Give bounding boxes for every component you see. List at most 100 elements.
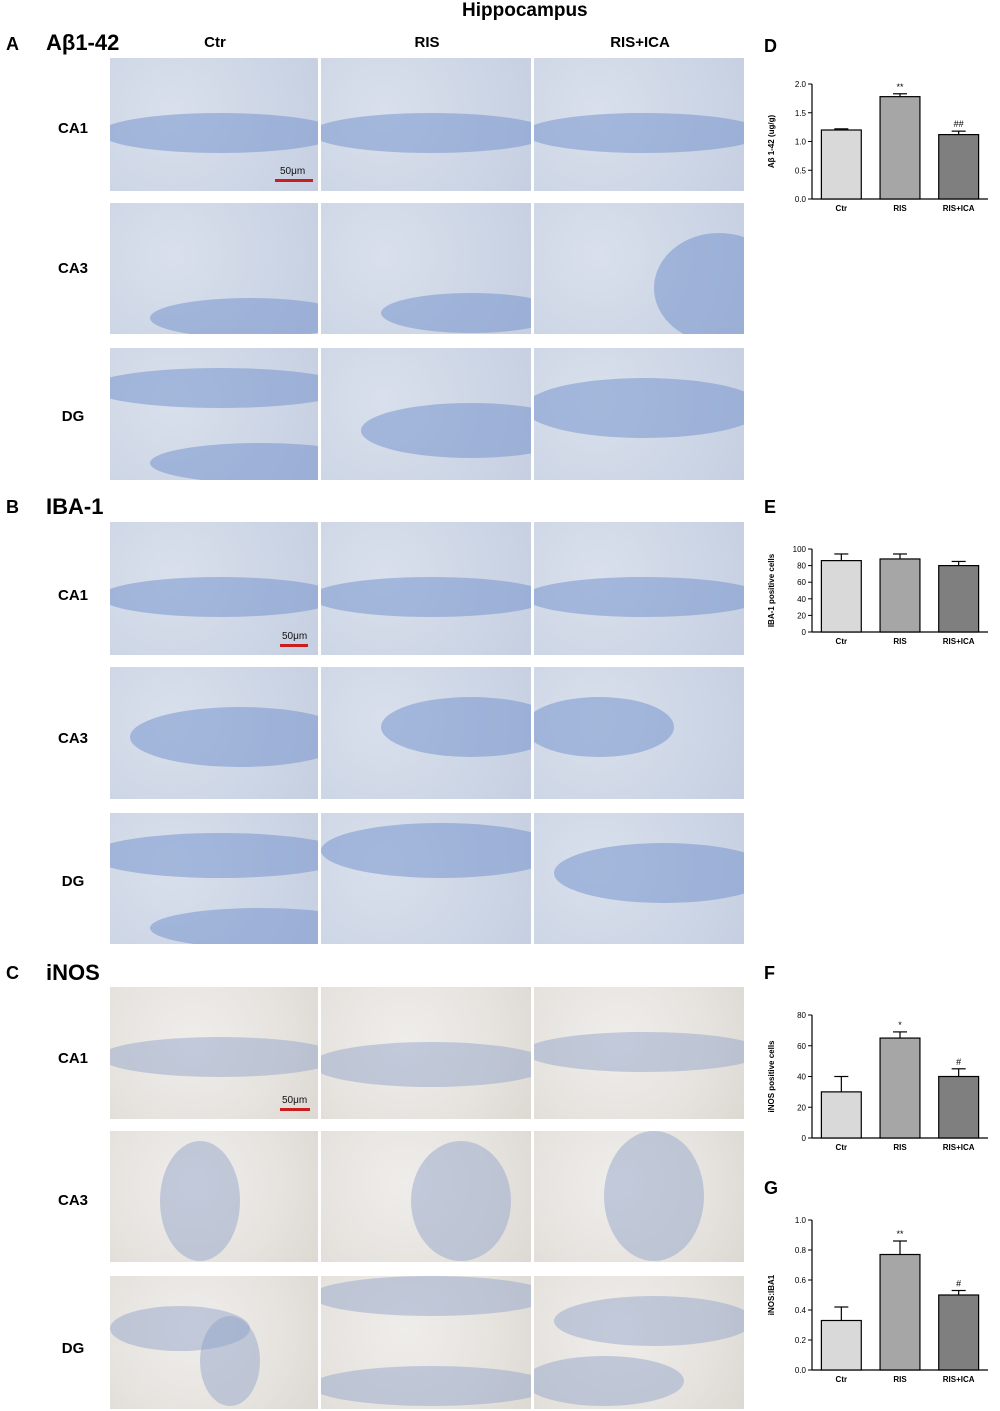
figure-title: Hippocampus xyxy=(462,0,588,21)
row-label-b-ca1: CA1 xyxy=(57,587,88,604)
y-tick-label: 0.0 xyxy=(795,1366,807,1375)
micrograph-c-ca3-ris-ica xyxy=(534,1131,744,1262)
y-tick-label: 40 xyxy=(797,1073,806,1082)
scale-bar-label: 50μm xyxy=(282,1095,308,1106)
micrograph-a-ca3-ctr xyxy=(110,203,318,334)
bar xyxy=(879,96,921,200)
panel-letter-d: D xyxy=(764,36,777,56)
micrograph-a-ca1-ris xyxy=(321,58,531,191)
panel-letter-a: A xyxy=(6,34,19,54)
category-label: RIS xyxy=(893,204,907,213)
micrograph-a-dg-ris xyxy=(321,348,531,480)
category-label: Ctr xyxy=(836,637,848,646)
y-tick-label: 1.5 xyxy=(795,109,807,118)
y-axis-label: iNOS:IBA1 xyxy=(767,1274,776,1315)
micrograph-a-ca1-ctr: 50μm xyxy=(110,58,318,191)
panel-letter-b: B xyxy=(6,497,19,517)
bar xyxy=(879,558,921,633)
bar xyxy=(879,1253,921,1371)
panel-marker-a: Aβ1-42 xyxy=(46,30,120,55)
y-tick-label: 0.0 xyxy=(795,195,807,204)
y-tick-label: 0 xyxy=(802,1134,807,1143)
category-label: RIS xyxy=(893,1143,907,1152)
micrograph-a-ca1-ris-ica xyxy=(534,58,744,191)
category-label: Ctr xyxy=(836,1375,848,1384)
bar xyxy=(938,133,980,200)
column-header-ris-ica: RIS+ICA xyxy=(610,34,670,51)
y-tick-label: 1.0 xyxy=(795,1216,807,1225)
micrograph-b-ca1-ris-ica xyxy=(534,522,744,655)
row-label-b-ca3: CA3 xyxy=(57,730,88,747)
y-tick-label: 40 xyxy=(797,595,806,604)
micrograph-a-ca3-ris xyxy=(321,203,531,334)
significance-label: * xyxy=(898,1020,902,1030)
y-axis-label: IBA-1 positive cells xyxy=(767,553,776,627)
significance-label: # xyxy=(956,1057,961,1067)
bar xyxy=(820,1091,862,1139)
category-label: RIS+ICA xyxy=(943,1375,975,1384)
row-label-a-ca3: CA3 xyxy=(57,260,88,277)
category-label: Ctr xyxy=(836,204,848,213)
y-tick-label: 0.4 xyxy=(795,1306,807,1315)
y-tick-label: 0 xyxy=(802,628,807,637)
micrograph-b-ca1-ris xyxy=(321,522,531,655)
micrograph-c-ca1-ris-ica xyxy=(534,987,744,1119)
significance-label: # xyxy=(956,1279,961,1289)
y-tick-label: 0.5 xyxy=(795,166,807,175)
bar xyxy=(879,1037,921,1139)
significance-label: ** xyxy=(896,1229,904,1239)
panel-letter-e: E xyxy=(764,497,777,517)
micrograph-a-dg-ris-ica xyxy=(534,348,744,480)
y-tick-label: 100 xyxy=(793,545,807,554)
micrograph-b-dg-ctr xyxy=(110,813,318,944)
y-tick-label: 60 xyxy=(797,1042,806,1051)
panel-marker-b: IBA-1 xyxy=(46,494,104,519)
category-label: Ctr xyxy=(836,1143,848,1152)
row-label-c-ca3: CA3 xyxy=(57,1192,88,1209)
micrograph-c-ca1-ris xyxy=(321,987,531,1119)
bar xyxy=(938,1075,980,1139)
micrograph-b-ca3-ris-ica xyxy=(534,667,744,799)
scale-bar-label: 50μm xyxy=(282,631,308,642)
micrograph-b-ca1-ctr: 50μm xyxy=(110,522,318,655)
panel-marker-c: iNOS xyxy=(46,960,100,985)
y-tick-label: 60 xyxy=(797,578,806,587)
y-tick-label: 1.0 xyxy=(795,138,807,147)
micrograph-b-ca3-ris xyxy=(321,667,531,799)
micrograph-c-ca3-ris xyxy=(321,1131,531,1262)
micrograph-c-ca1-ctr: 50μm xyxy=(110,987,318,1119)
micrograph-c-dg-ris xyxy=(321,1276,531,1409)
y-tick-label: 20 xyxy=(797,611,806,620)
scale-bar-line xyxy=(280,644,308,647)
row-label-c-dg: DG xyxy=(61,1340,85,1357)
scale-bar-line xyxy=(280,1108,310,1111)
row-label-a-dg: DG xyxy=(61,408,85,425)
y-tick-label: 80 xyxy=(797,1011,806,1020)
significance-label: ## xyxy=(954,119,964,129)
scale-bar-label: 50μm xyxy=(280,166,306,177)
bar-chart-e: 0 20 40 60 80 100 IBA-1 positive cells Ctr RIS RI… xyxy=(767,545,988,646)
bar xyxy=(938,1294,980,1371)
bar-chart-d: 0.0 0.5 1.0 1.5 2.0 Aβ 1-42 (ug/g) Ctr ** RIS ## R… xyxy=(767,80,988,213)
bar xyxy=(820,1319,862,1371)
micrograph-a-dg-ctr xyxy=(110,348,318,480)
significance-label: ** xyxy=(896,82,904,92)
panel-letter-c: C xyxy=(6,963,19,983)
micrograph-b-ca3-ctr xyxy=(110,667,318,799)
category-label: RIS xyxy=(893,1375,907,1384)
micrograph-c-dg-ris-ica xyxy=(534,1276,744,1409)
y-tick-label: 20 xyxy=(797,1103,806,1112)
y-tick-label: 0.8 xyxy=(795,1246,807,1255)
y-tick-label: 80 xyxy=(797,562,806,571)
y-axis-label: iNOS positive cells xyxy=(767,1040,776,1113)
y-tick-label: 2.0 xyxy=(795,80,807,89)
micrograph-c-dg-ctr xyxy=(110,1276,318,1409)
micrograph-b-dg-ris xyxy=(321,813,531,944)
row-label-c-ca1: CA1 xyxy=(57,1050,88,1067)
y-axis-label: Aβ 1-42 (ug/g) xyxy=(767,115,776,169)
category-label: RIS+ICA xyxy=(943,1143,975,1152)
category-label: RIS+ICA xyxy=(943,637,975,646)
bar-chart-g: 0.0 0.2 0.4 0.6 0.8 1.0 iNOS:IBA1 Ctr ** RIS # RIS+… xyxy=(767,1216,988,1384)
column-header-ctr: Ctr xyxy=(204,34,226,51)
bar xyxy=(820,129,862,200)
